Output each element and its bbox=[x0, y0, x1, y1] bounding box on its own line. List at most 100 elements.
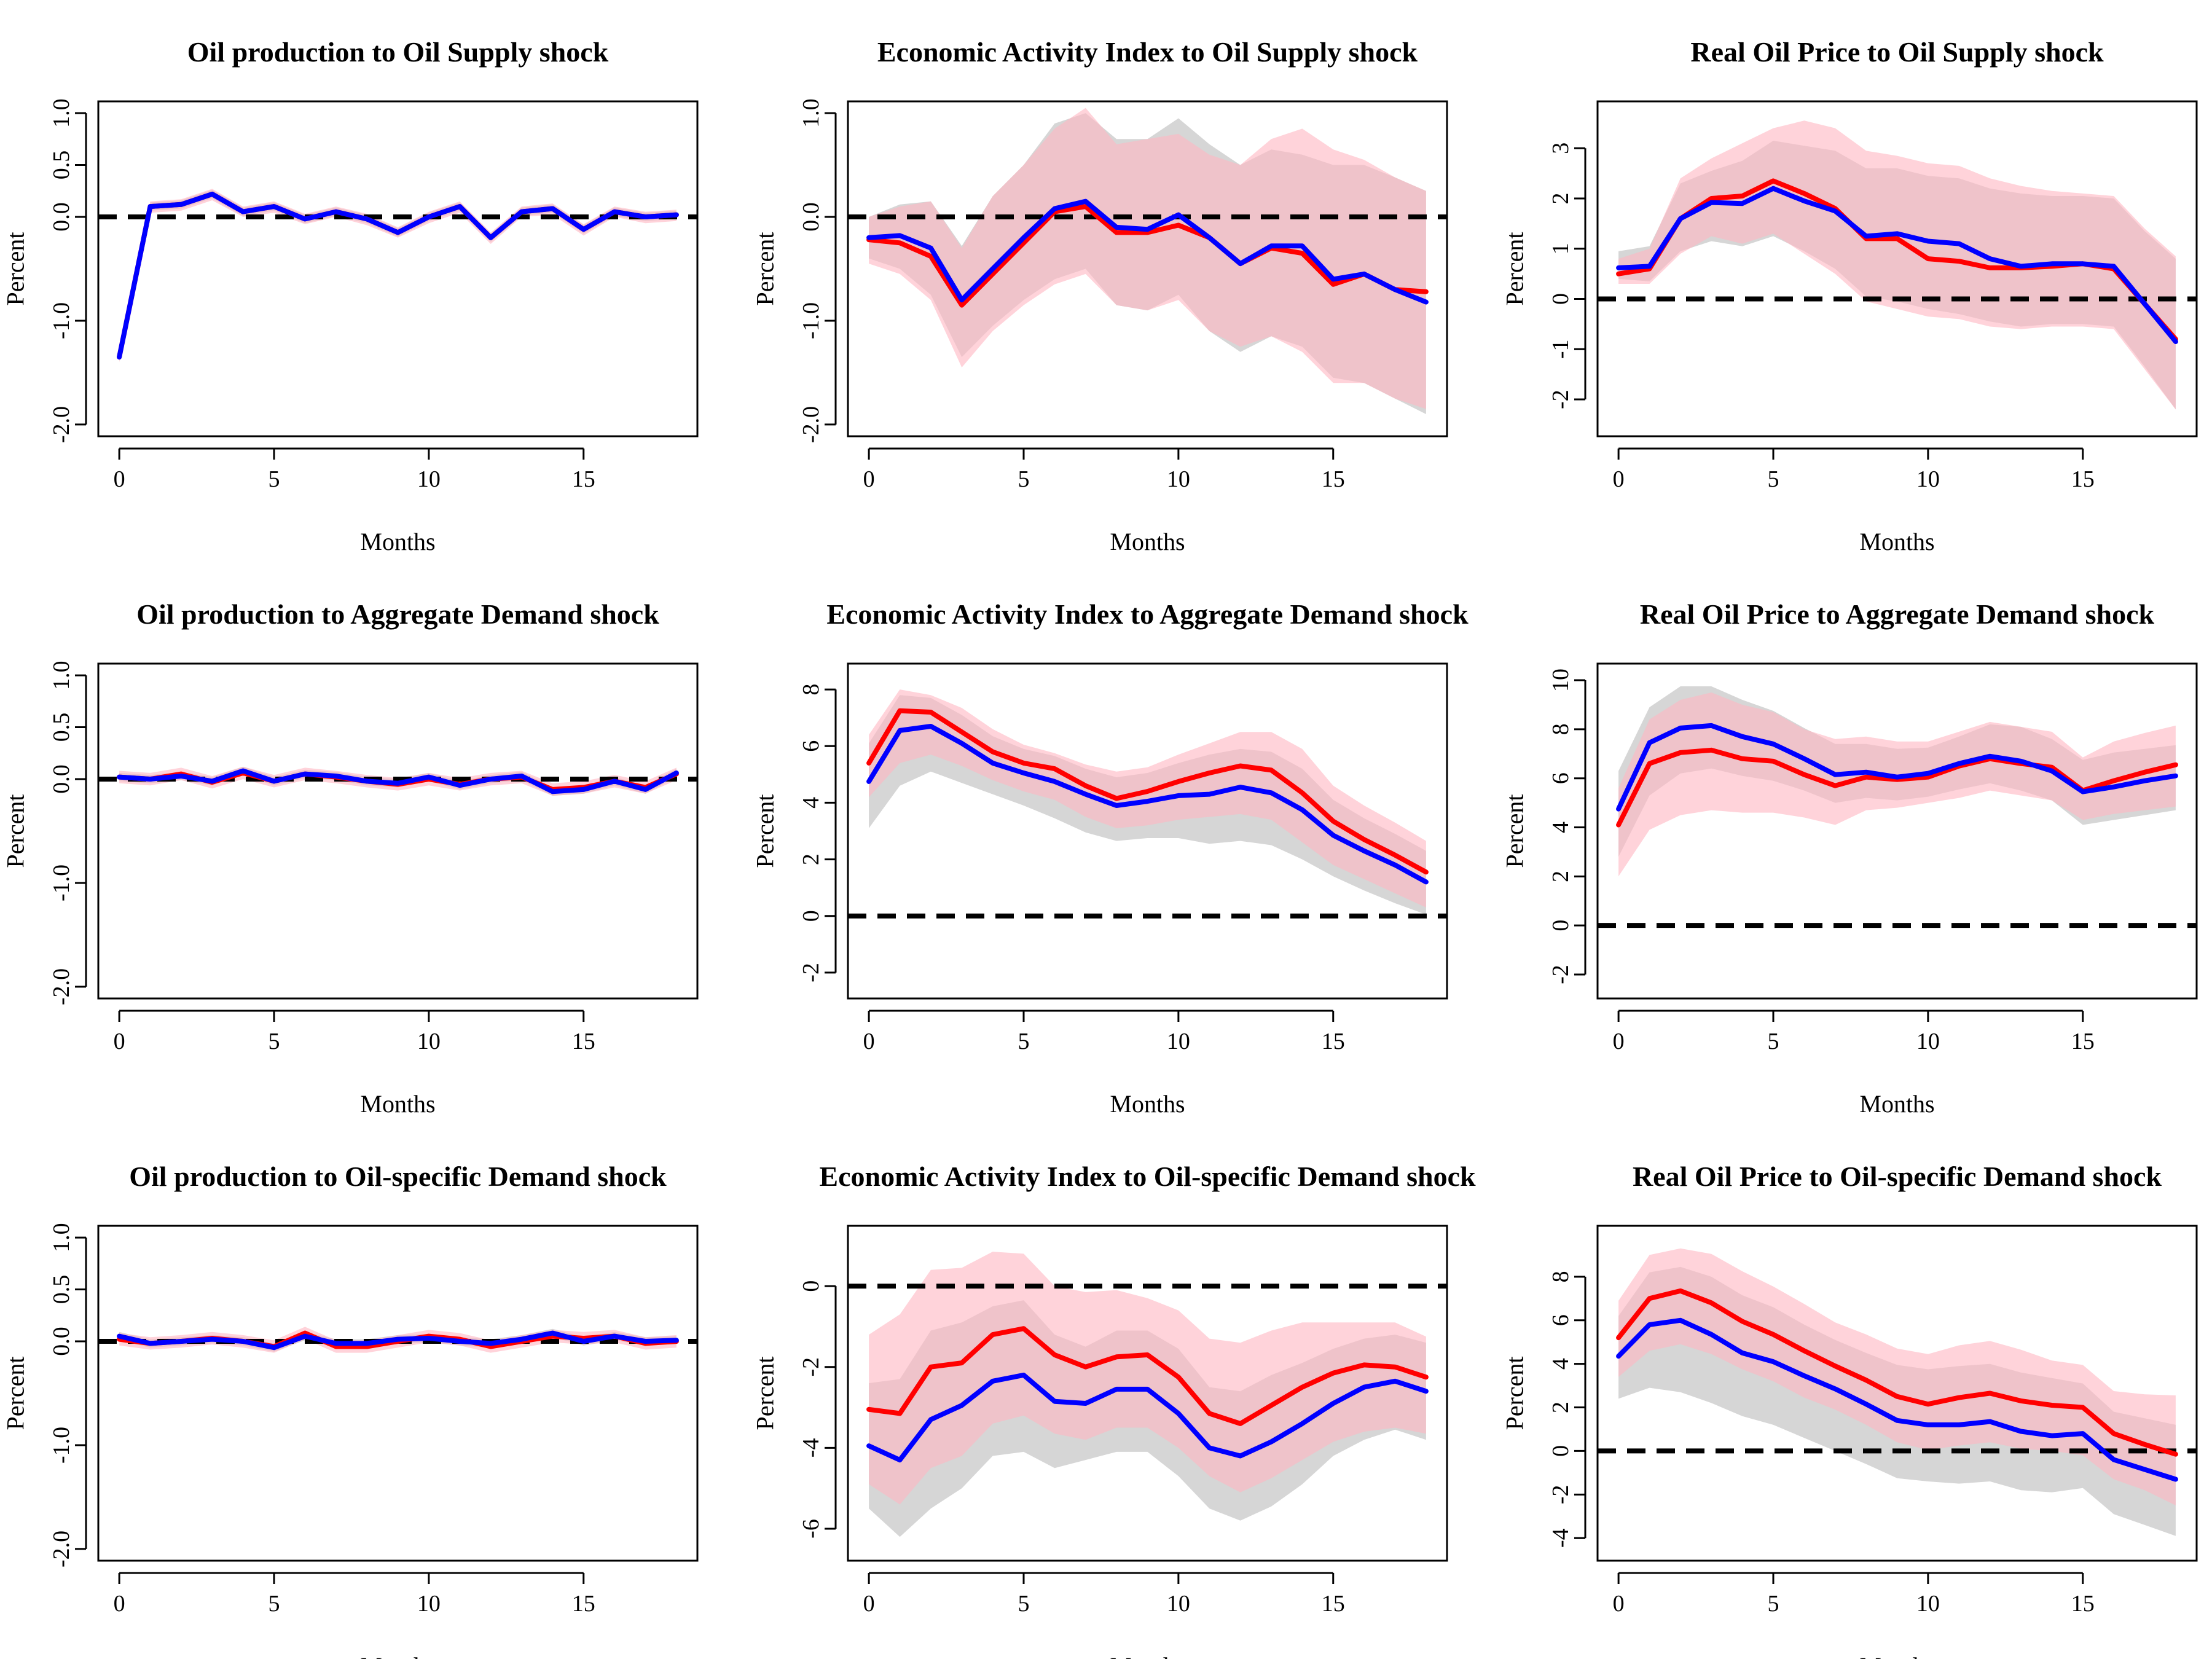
y-tick-label: 2 bbox=[798, 853, 824, 865]
panel-title: Real Oil Price to Oil-specific Demand sh… bbox=[1633, 1161, 2162, 1192]
x-axis-label: Months bbox=[1110, 528, 1185, 555]
x-tick-label: 15 bbox=[1322, 1591, 1345, 1617]
y-tick-label: -2 bbox=[798, 963, 824, 982]
y-tick-label: -2 bbox=[1548, 1484, 1574, 1504]
panel-title: Oil production to Oil Supply shock bbox=[187, 36, 609, 68]
y-tick-label: 2 bbox=[1548, 1402, 1574, 1413]
x-tick-label: 5 bbox=[1018, 466, 1030, 492]
plot-frame bbox=[1596, 100, 2198, 437]
y-tick-label: 8 bbox=[798, 684, 824, 696]
y-tick-label: 4 bbox=[798, 797, 824, 809]
y-tick-label: 6 bbox=[798, 740, 824, 752]
panel-title: Oil production to Aggregate Demand shock bbox=[136, 598, 659, 630]
x-tick-label: 10 bbox=[1916, 1029, 1940, 1054]
x-axis-label: Months bbox=[1859, 528, 1934, 555]
y-tick-label: 8 bbox=[1548, 723, 1574, 735]
y-tick-label: 1.0 bbox=[49, 98, 74, 128]
x-tick-label: 0 bbox=[114, 1029, 125, 1054]
response-line-2 bbox=[1616, 723, 2178, 812]
x-tick-label: 5 bbox=[1768, 1591, 1779, 1617]
x-axis-label: Months bbox=[1110, 1090, 1185, 1118]
y-tick-label: 0 bbox=[1548, 1445, 1574, 1457]
y-tick-label: 1.0 bbox=[49, 661, 74, 690]
panel-1: Oil production to Oil Supply shock 0 5 10 15… bbox=[2, 36, 699, 555]
plot-frame bbox=[97, 100, 699, 437]
panel-title: Economic Activity Index to Oil-specific … bbox=[819, 1161, 1476, 1192]
x-tick-label: 15 bbox=[572, 466, 595, 492]
x-tick-label: 5 bbox=[269, 1591, 280, 1617]
response-line-2 bbox=[866, 1372, 1429, 1463]
y-tick-label: 1 bbox=[1548, 243, 1574, 254]
x-tick-label: 15 bbox=[572, 1591, 595, 1617]
panel-5: Economic Activity Index to Aggregate Dem… bbox=[751, 598, 1469, 1118]
y-axis-label: Percent bbox=[1501, 794, 1529, 868]
x-tick-label: 10 bbox=[417, 1591, 441, 1617]
x-tick-label: 15 bbox=[2071, 1029, 2095, 1054]
panel-title: Economic Activity Index to Oil Supply sh… bbox=[877, 36, 1418, 68]
y-tick-label: 2 bbox=[1548, 871, 1574, 882]
response-line-1 bbox=[1616, 1288, 2178, 1457]
y-axis-label: Percent bbox=[751, 794, 779, 868]
y-tick-label: -1.0 bbox=[49, 302, 74, 339]
x-tick-label: 10 bbox=[1916, 1591, 1940, 1617]
response-line-2 bbox=[117, 1330, 679, 1351]
response-line-2 bbox=[1616, 1317, 2178, 1482]
y-tick-label: -2 bbox=[1548, 965, 1574, 984]
x-tick-label: 0 bbox=[863, 466, 875, 492]
y-tick-label: -4 bbox=[1548, 1528, 1574, 1548]
x-tick-label: 10 bbox=[1167, 466, 1190, 492]
panel-title: Real Oil Price to Aggregate Demand shock bbox=[1640, 598, 2155, 630]
x-tick-label: 15 bbox=[2071, 466, 2095, 492]
y-tick-label: -1.0 bbox=[49, 865, 74, 901]
x-tick-label: 15 bbox=[2071, 1591, 2095, 1617]
y-tick-label: 0.0 bbox=[49, 1327, 74, 1356]
plot-frame bbox=[847, 1225, 1448, 1562]
x-tick-label: 5 bbox=[269, 466, 280, 492]
y-axis-label: Percent bbox=[751, 1357, 779, 1430]
y-tick-label: 0 bbox=[798, 910, 824, 922]
plot-frame bbox=[97, 1225, 699, 1562]
x-tick-label: 5 bbox=[269, 1029, 280, 1054]
panel-9: Real Oil Price to Oil-specific Demand sh… bbox=[1501, 1161, 2198, 1659]
x-tick-label: 10 bbox=[417, 1029, 441, 1054]
y-tick-label: 0 bbox=[1548, 293, 1574, 305]
response-line-2 bbox=[866, 198, 1429, 305]
y-tick-label: 0 bbox=[1548, 920, 1574, 931]
x-tick-label: 0 bbox=[114, 466, 125, 492]
x-axis-label: Months bbox=[360, 528, 435, 555]
x-axis-label: Months bbox=[1859, 1090, 1934, 1118]
y-axis-label: Percent bbox=[751, 232, 779, 306]
y-tick-label: 8 bbox=[1548, 1271, 1574, 1282]
y-tick-label: -2 bbox=[1548, 390, 1574, 409]
panel-8: Economic Activity Index to Oil-specific … bbox=[751, 1161, 1476, 1659]
confidence-band-1 bbox=[869, 689, 1426, 908]
y-tick-label: 2 bbox=[1548, 193, 1574, 205]
x-tick-label: 10 bbox=[1167, 1029, 1190, 1054]
confidence-band-1 bbox=[1618, 1248, 2176, 1505]
panel-7: Oil production to Oil-specific Demand sh… bbox=[2, 1161, 699, 1659]
x-tick-label: 10 bbox=[1167, 1591, 1190, 1617]
x-tick-label: 15 bbox=[1322, 466, 1345, 492]
x-tick-label: 0 bbox=[863, 1029, 875, 1054]
x-tick-label: 0 bbox=[1613, 1029, 1625, 1054]
y-axis-label: Percent bbox=[2, 232, 29, 306]
plot-frame bbox=[1596, 662, 2198, 1000]
x-axis-label: Months bbox=[1110, 1652, 1185, 1659]
response-line-2 bbox=[1616, 186, 2178, 344]
x-axis-label: Months bbox=[1859, 1652, 1934, 1659]
y-tick-label: 0.0 bbox=[798, 202, 824, 232]
x-tick-label: 5 bbox=[1018, 1591, 1030, 1617]
panel-4: Oil production to Aggregate Demand shock… bbox=[2, 598, 699, 1118]
x-axis-label: Months bbox=[360, 1090, 435, 1118]
plot-frame bbox=[847, 100, 1448, 437]
x-tick-label: 0 bbox=[114, 1591, 125, 1617]
y-tick-label: 10 bbox=[1548, 669, 1574, 692]
y-tick-label: 3 bbox=[1548, 143, 1574, 154]
x-tick-label: 0 bbox=[1613, 1591, 1625, 1617]
x-tick-label: 15 bbox=[572, 1029, 595, 1054]
x-tick-label: 15 bbox=[1322, 1029, 1345, 1054]
confidence-band-1 bbox=[1618, 692, 2176, 877]
x-tick-label: 0 bbox=[1613, 466, 1625, 492]
x-tick-label: 5 bbox=[1768, 466, 1779, 492]
